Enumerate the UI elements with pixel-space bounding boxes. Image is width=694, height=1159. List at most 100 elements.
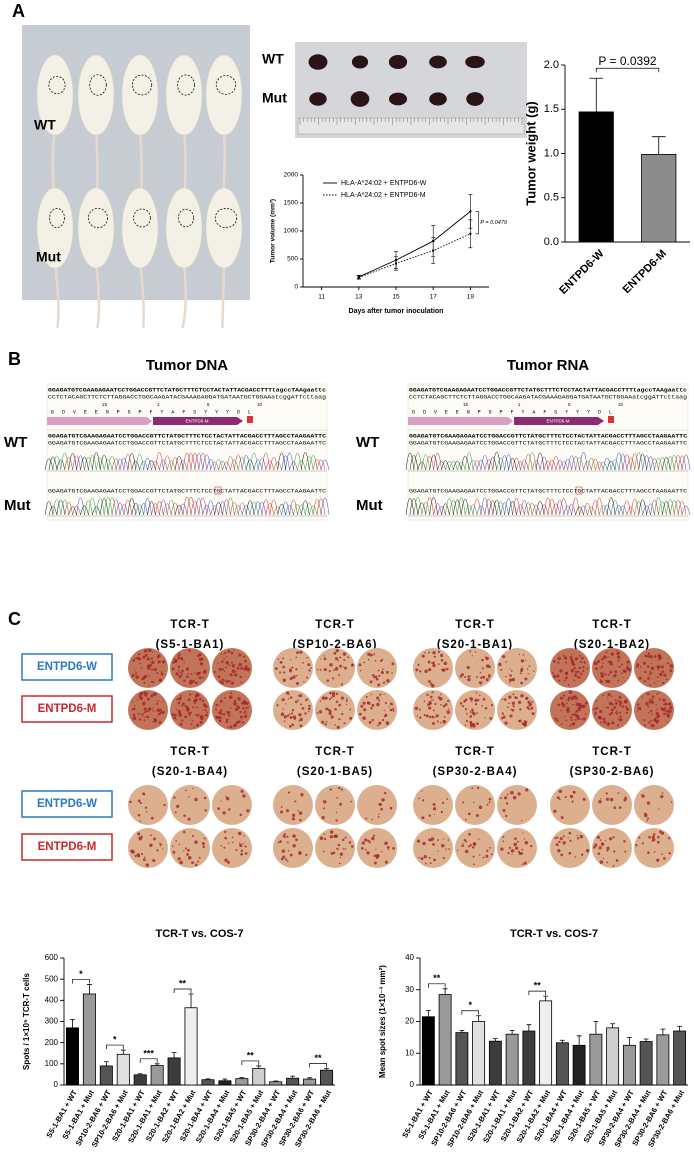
spot: [380, 671, 384, 675]
spot: [606, 846, 610, 850]
elispot-well: [497, 785, 537, 825]
spot: [142, 701, 146, 706]
spot: [584, 701, 588, 705]
spot: [518, 700, 522, 704]
spot: [609, 797, 614, 802]
elispot-well: [170, 828, 210, 868]
spot: [502, 808, 506, 812]
error-bar: [509, 1029, 515, 1035]
spot: [239, 710, 242, 714]
spot: [291, 709, 294, 712]
y-axis-label: Tumor weight (g): [523, 101, 538, 205]
error-bar: [492, 1038, 498, 1042]
error-bar: [324, 1068, 329, 1071]
spot: [371, 703, 375, 707]
spot: [613, 850, 616, 853]
spot: [331, 691, 336, 696]
spot: [647, 676, 650, 680]
spot: [648, 673, 651, 676]
spot: [651, 835, 655, 839]
spot: [342, 652, 347, 656]
spot: [158, 712, 161, 716]
spot: [651, 713, 653, 715]
spot: [191, 680, 195, 684]
spot: [658, 698, 662, 701]
spot: [297, 695, 300, 697]
spot: [327, 708, 331, 712]
spot: [665, 709, 670, 713]
spot: [617, 655, 621, 659]
spot: [183, 679, 186, 683]
spot: [607, 673, 610, 676]
spot: [187, 673, 189, 675]
spot: [177, 654, 181, 657]
y-tick-label: 1500: [284, 200, 299, 207]
spot: [231, 664, 235, 668]
spot: [616, 724, 620, 727]
spot: [230, 681, 234, 685]
spot: [520, 819, 523, 822]
spot: [462, 842, 464, 845]
mouse-tail: [94, 262, 101, 329]
bar: [99, 1065, 113, 1086]
spot: [297, 699, 300, 702]
spot: [626, 707, 630, 711]
spot: [664, 702, 668, 706]
spot: [358, 712, 362, 716]
bar: [539, 1000, 553, 1086]
spot: [501, 712, 504, 715]
spot: [338, 717, 341, 721]
spot: [367, 658, 370, 661]
spot: [134, 672, 138, 675]
spot: [140, 835, 143, 839]
spot: [224, 666, 227, 669]
spot: [299, 724, 303, 728]
spot: [134, 669, 136, 672]
error-bar: [239, 1077, 245, 1079]
spot: [230, 692, 233, 695]
mutation-highlight: [575, 486, 583, 495]
spot: [391, 672, 393, 674]
spot: [150, 694, 154, 698]
significance-label: P = 0.0392: [598, 54, 656, 68]
spot: [308, 710, 310, 713]
feature-arrow: [514, 417, 604, 425]
spot: [184, 715, 187, 719]
y-tick-label: 0: [410, 1080, 415, 1089]
spot: [607, 660, 610, 663]
spot: [233, 699, 237, 703]
spot: [650, 723, 655, 728]
spot: [137, 799, 141, 803]
spot: [238, 842, 241, 844]
spot: [201, 699, 205, 703]
spot: [221, 682, 224, 685]
tumor: [465, 55, 485, 69]
spot: [508, 702, 510, 705]
y-tick-label: 0.5: [544, 192, 559, 204]
tumor-outline: [215, 75, 237, 95]
spot: [320, 658, 322, 660]
spot: [473, 863, 475, 866]
spot: [194, 672, 196, 674]
spot: [150, 834, 152, 837]
spot: [194, 840, 198, 844]
spot: [604, 673, 607, 676]
elispot-well: [315, 828, 355, 868]
spot: [332, 851, 336, 855]
spot: [668, 657, 670, 660]
spot: [137, 657, 142, 661]
spot: [467, 677, 471, 682]
spot: [520, 667, 524, 671]
spot: [657, 840, 660, 844]
spot: [554, 837, 557, 840]
spot: [339, 664, 342, 668]
x-tick-label: 15: [392, 294, 400, 301]
spot: [173, 713, 177, 717]
spot: [565, 676, 568, 680]
spot: [375, 848, 377, 850]
spot: [299, 818, 302, 822]
spot: [511, 853, 513, 856]
spot: [138, 693, 141, 696]
spot: [443, 716, 446, 718]
y-tick-label: 400: [45, 995, 59, 1004]
